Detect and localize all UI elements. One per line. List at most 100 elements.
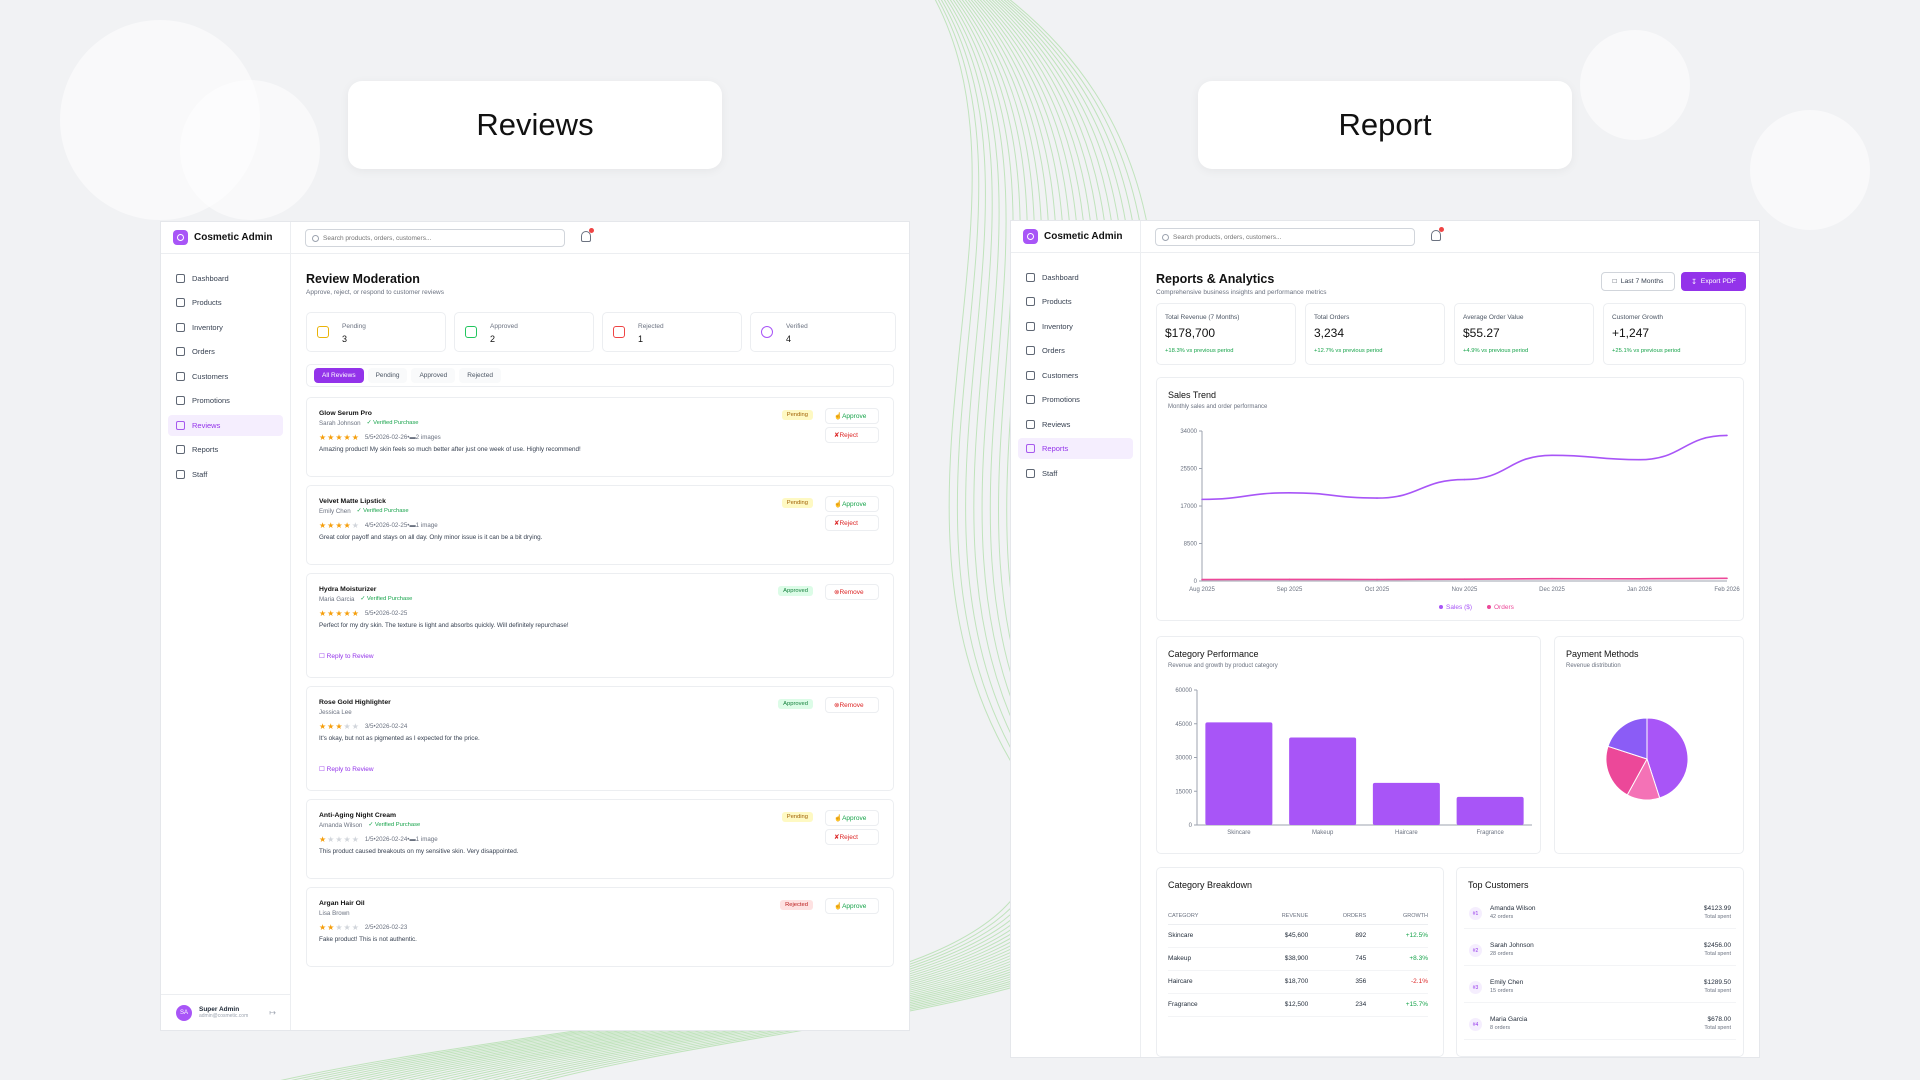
panel-title: Top Customers xyxy=(1468,880,1529,890)
reject-button[interactable]: ✘ Reject xyxy=(825,515,879,531)
approve-button[interactable]: ☝ Approve xyxy=(825,810,879,826)
brand[interactable]: Cosmetic Admin xyxy=(161,222,290,254)
sidebar-item-products[interactable]: Products xyxy=(1018,291,1133,312)
tab-pending[interactable]: Pending xyxy=(367,368,408,383)
search-icon xyxy=(312,234,319,242)
review-date: 2026-02-25 xyxy=(375,610,408,617)
data-point xyxy=(1726,434,1728,437)
sidebar-item-staff[interactable]: Staff xyxy=(168,464,283,485)
bar[interactable] xyxy=(1372,782,1440,825)
sidebar-item-inventory[interactable]: Inventory xyxy=(1018,316,1133,337)
pie-slice[interactable] xyxy=(1646,717,1689,799)
sidebar-item-label: Customers xyxy=(1042,370,1079,380)
meta-separator: • xyxy=(407,836,410,843)
search-box[interactable] xyxy=(305,229,565,247)
approve-button[interactable]: ☝ Approve xyxy=(825,898,879,914)
sidebar-item-dashboard[interactable]: Dashboard xyxy=(1018,267,1133,288)
approve-button[interactable]: ☝ Approve xyxy=(825,496,879,512)
sidebar-item-dashboard[interactable]: Dashboard xyxy=(168,268,283,289)
bell-icon[interactable] xyxy=(581,228,594,242)
topbar xyxy=(1141,221,1759,253)
data-point xyxy=(1551,454,1553,457)
reports-app-window: Cosmetic Admin Dashboard Products Invent… xyxy=(1010,220,1760,1058)
star-icon: ★ xyxy=(319,835,328,844)
remove-button[interactable]: ⊗ Remove xyxy=(825,584,879,600)
sidebar-item-reports[interactable]: Reports xyxy=(168,439,283,460)
verified-label: Verified Purchase xyxy=(374,822,421,828)
review-images: 2 images xyxy=(415,434,441,441)
export-pdf-button[interactable]: ↧ Export PDF xyxy=(1681,272,1746,291)
reject-button[interactable]: ✘ Reject xyxy=(825,829,879,845)
bar[interactable] xyxy=(1205,722,1273,825)
sidebar-item-inventory[interactable]: Inventory xyxy=(168,317,283,338)
category-breakdown-panel: Category Breakdown CATEGORY REVENUE ORDE… xyxy=(1156,867,1444,1057)
star-icon: ★ xyxy=(335,923,344,932)
review-card: Rose Gold Highlighter Jessica Lee ★★★★★ 3/5… xyxy=(306,686,894,791)
sidebar-item-customers[interactable]: Customers xyxy=(168,366,283,387)
review-date: 2026-02-24 xyxy=(375,836,408,843)
search-input[interactable] xyxy=(1173,233,1403,241)
brand-logo-icon xyxy=(173,230,188,245)
bell-icon[interactable] xyxy=(1431,227,1444,241)
report-label-card: Report xyxy=(1198,81,1572,169)
customer-row[interactable]: #2 Sarah Johnson 28 orders $2456.00 Total sp… xyxy=(1464,935,1736,966)
sidebar-item-products[interactable]: Products xyxy=(168,292,283,313)
panel-subtitle: Revenue distribution xyxy=(1566,663,1621,669)
x-circle-icon: ⊗ xyxy=(834,702,840,709)
sidebar-item-reviews[interactable]: Reviews xyxy=(168,414,283,436)
payment-methods-panel: Payment Methods Revenue distribution xyxy=(1554,636,1744,854)
reply-to-review-link[interactable]: ☐ Reply to Review xyxy=(319,765,374,773)
sidebar-item-promotions[interactable]: Promotions xyxy=(1018,389,1133,410)
verified-label: Verified Purchase xyxy=(366,596,413,602)
user-profile[interactable]: SA Super Admin admin@cosmetic.com ↦ xyxy=(161,994,290,1030)
tab-all-reviews[interactable]: All Reviews xyxy=(314,368,364,383)
pie-slice[interactable] xyxy=(1605,745,1648,796)
logout-icon[interactable]: ↦ xyxy=(269,1008,276,1017)
column-header: ORDERS xyxy=(1308,908,1367,925)
sidebar-item-orders[interactable]: Orders xyxy=(168,341,283,362)
review-text: Great color payoff and stays on all day.… xyxy=(319,534,543,541)
table-cell: $38,900 xyxy=(1242,947,1309,971)
table-row: Fragrance $12,500 234 +15.7% xyxy=(1168,993,1428,1017)
legend-label[interactable]: Sales ($) xyxy=(1446,604,1472,611)
remove-button[interactable]: ⊗ Remove xyxy=(825,697,879,713)
customer-rank: #3 xyxy=(1469,981,1482,994)
reject-button[interactable]: ✘ Reject xyxy=(825,427,879,443)
date-range-button[interactable]: □ Last 7 Months xyxy=(1601,272,1675,291)
bar[interactable] xyxy=(1289,737,1357,825)
kpi-label: Total Revenue (7 Months) xyxy=(1165,314,1240,321)
search-box[interactable] xyxy=(1155,228,1415,246)
sidebar-item-promotions[interactable]: Promotions xyxy=(168,390,283,411)
sidebar-item-customers[interactable]: Customers xyxy=(1018,365,1133,386)
approve-button[interactable]: ☝ Approve xyxy=(825,408,879,424)
brand[interactable]: Cosmetic Admin xyxy=(1011,221,1140,253)
review-author: Sarah Johnson xyxy=(319,420,361,427)
sidebar-item-reports[interactable]: Reports xyxy=(1018,438,1133,459)
message-icon xyxy=(317,326,329,338)
customer-row[interactable]: #1 Amanda Wilson 42 orders $4123.99 Total sp… xyxy=(1464,898,1736,929)
legend-label[interactable]: Orders xyxy=(1494,604,1515,611)
kpi-value: $178,700 xyxy=(1165,326,1216,340)
pie-slice[interactable] xyxy=(1607,717,1648,760)
customer-row[interactable]: #4 Maria Garcia 8 orders $678.00 Total spent xyxy=(1464,1009,1736,1040)
review-text: It's okay, but not as pigmented as I exp… xyxy=(319,735,480,742)
reviews-app-window: Cosmetic Admin Dashboard Products Invent… xyxy=(160,221,910,1031)
kpi-value: $55.27 xyxy=(1463,326,1500,340)
review-product-name: Anti-Aging Night Cream xyxy=(319,812,397,819)
check-circle-icon: ✓ xyxy=(368,822,375,828)
remove-label: Remove xyxy=(839,588,864,596)
review-text: Perfect for my dry skin. The texture is … xyxy=(319,622,569,629)
star-icon: ★ xyxy=(335,609,344,618)
search-input[interactable] xyxy=(323,234,553,242)
sidebar-item-reviews[interactable]: Reviews xyxy=(1018,414,1133,435)
category-performance-panel: Category Performance Revenue and growth … xyxy=(1156,636,1541,854)
review-text: This product caused breakouts on my sens… xyxy=(319,848,519,855)
customer-row[interactable]: #3 Emily Chen 15 orders $1289.50 Total spent xyxy=(1464,972,1736,1003)
bar[interactable] xyxy=(1456,796,1524,825)
sidebar-item-orders[interactable]: Orders xyxy=(1018,340,1133,361)
tab-approved[interactable]: Approved xyxy=(411,368,456,383)
tab-rejected[interactable]: Rejected xyxy=(459,368,501,383)
stat-value: 2 xyxy=(490,334,496,344)
reply-to-review-link[interactable]: ☐ Reply to Review xyxy=(319,652,374,660)
sidebar-item-staff[interactable]: Staff xyxy=(1018,463,1133,484)
